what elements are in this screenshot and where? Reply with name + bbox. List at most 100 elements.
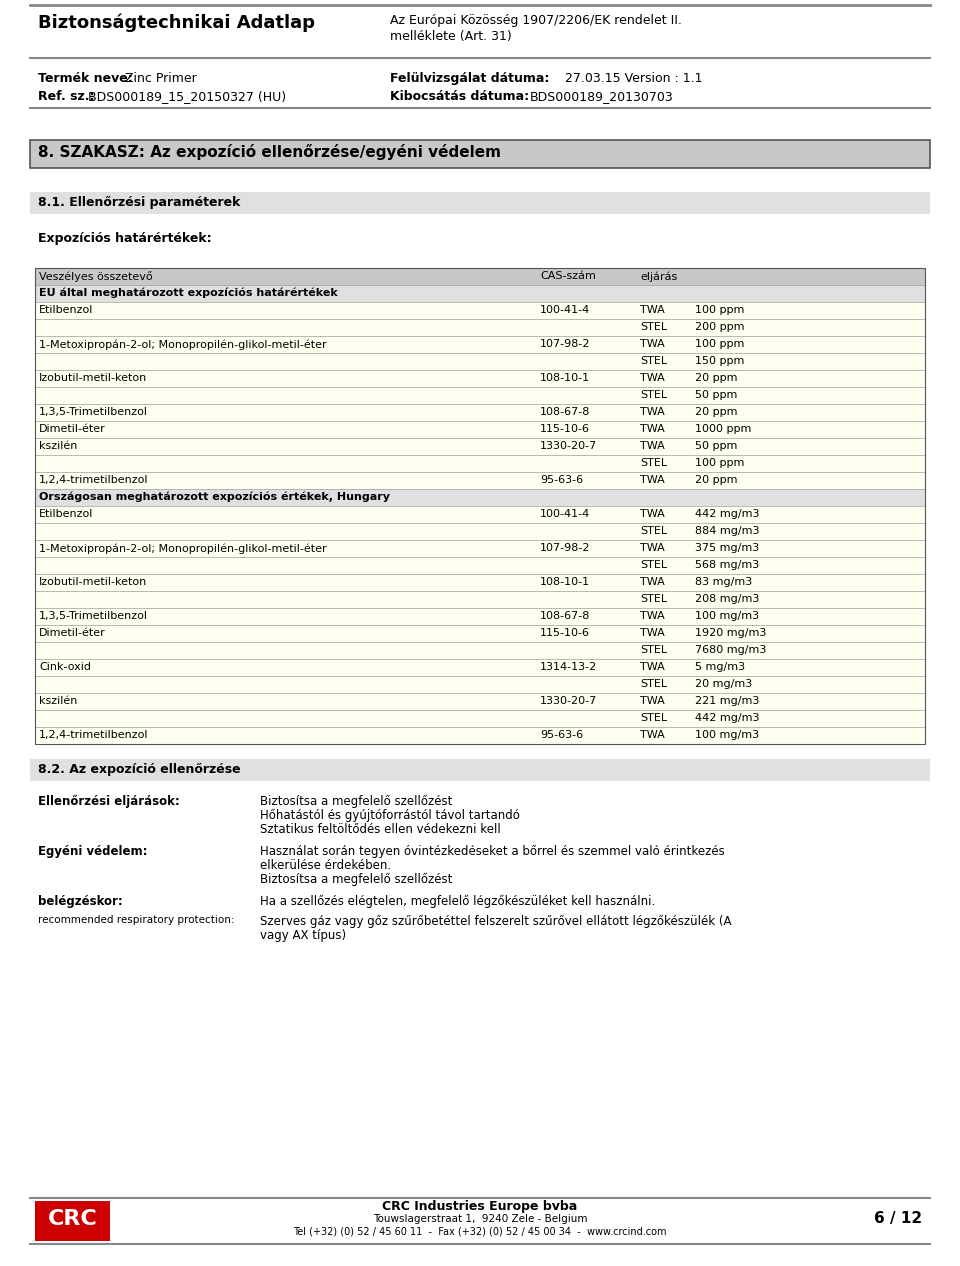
Bar (35, 710, 925, 727)
Text: 20 mg/m3: 20 mg/m3 (695, 679, 753, 689)
Bar (35, 319, 925, 335)
Text: Veszélyes összetevő: Veszélyes összetevő (39, 271, 153, 282)
Text: 8. SZAKASZ: Az expozíció ellenőrzése/egyéni védelem: 8. SZAKASZ: Az expozíció ellenőrzése/egy… (38, 144, 501, 160)
Bar (35, 472, 925, 489)
Text: 100 mg/m3: 100 mg/m3 (695, 730, 759, 741)
Bar (35, 676, 925, 693)
Text: TWA: TWA (640, 424, 664, 434)
Text: 100-41-4: 100-41-4 (540, 305, 590, 315)
Text: eljárás: eljárás (640, 271, 677, 281)
Text: kszilén: kszilén (39, 441, 78, 451)
Text: CRC Industries Europe bvba: CRC Industries Europe bvba (382, 1200, 578, 1213)
Bar (35, 353, 925, 370)
Bar (35, 319, 925, 335)
Bar (35, 573, 925, 591)
Bar (35, 438, 925, 454)
Text: melléklete (Art. 31): melléklete (Art. 31) (390, 30, 512, 43)
Text: 568 mg/m3: 568 mg/m3 (695, 560, 759, 570)
Text: 884 mg/m3: 884 mg/m3 (695, 525, 759, 536)
Text: 108-67-8: 108-67-8 (540, 611, 590, 622)
Text: 8.2. Az expozíció ellenőrzése: 8.2. Az expozíció ellenőrzése (38, 763, 241, 776)
Text: Használat során tegyen óvintézkedéseket a bőrrel és szemmel való érintkezés: Használat során tegyen óvintézkedéseket … (260, 844, 725, 858)
Text: 7680 mg/m3: 7680 mg/m3 (695, 644, 766, 655)
Text: TWA: TWA (640, 628, 664, 638)
Bar (35, 523, 925, 541)
Bar (35, 541, 925, 557)
Text: recommended respiratory protection:: recommended respiratory protection: (38, 915, 234, 925)
Text: Etilbenzol: Etilbenzol (39, 305, 93, 315)
Text: Tel (+32) (0) 52 / 45 60 11  -  Fax (+32) (0) 52 / 45 00 34  -  www.crcind.com: Tel (+32) (0) 52 / 45 60 11 - Fax (+32) … (293, 1227, 667, 1237)
Bar (35, 642, 925, 660)
Text: Sztatikus feltöltődés ellen védekezni kell: Sztatikus feltöltődés ellen védekezni ke… (260, 823, 501, 836)
Text: TWA: TWA (640, 543, 664, 553)
Bar (35, 608, 925, 625)
Text: TWA: TWA (640, 305, 664, 315)
Bar (35, 573, 925, 591)
Bar (35, 370, 925, 387)
Text: 100 mg/m3: 100 mg/m3 (695, 611, 759, 622)
Text: Dimetil-éter: Dimetil-éter (39, 628, 106, 638)
Text: Izobutil-metil-keton: Izobutil-metil-keton (39, 577, 147, 587)
Text: Hőhatástól és gyújtóforrástól távol tartandó: Hőhatástól és gyújtóforrástól távol tart… (260, 809, 520, 822)
Bar (35, 285, 925, 303)
Bar (35, 710, 925, 727)
Bar (35, 591, 925, 608)
Bar (35, 422, 925, 438)
Text: 1,2,4-trimetilbenzol: 1,2,4-trimetilbenzol (39, 475, 149, 485)
Bar (35, 660, 925, 676)
Text: TWA: TWA (640, 441, 664, 451)
Text: 108-10-1: 108-10-1 (540, 577, 590, 587)
Text: CRC: CRC (48, 1209, 97, 1229)
Bar (35, 727, 925, 744)
Text: 1-Metoxipropán-2-ol; Monopropilén-glikol-metil-éter: 1-Metoxipropán-2-ol; Monopropilén-glikol… (39, 543, 326, 553)
Text: 115-10-6: 115-10-6 (540, 628, 590, 638)
Text: BDS000189_15_20150327 (HU): BDS000189_15_20150327 (HU) (88, 90, 286, 103)
Text: Biztonságtechnikai Adatlap: Biztonságtechnikai Adatlap (38, 14, 315, 33)
Bar (35, 387, 925, 404)
Text: 8.1. Ellenőrzési paraméterek: 8.1. Ellenőrzési paraméterek (38, 196, 240, 209)
Text: Termék neve:: Termék neve: (38, 72, 132, 85)
Bar (35, 489, 925, 506)
Text: 20 ppm: 20 ppm (695, 475, 737, 485)
Bar (35, 335, 925, 353)
Text: Ellenőrzési eljárások:: Ellenőrzési eljárások: (38, 795, 180, 808)
Bar (35, 608, 925, 625)
Text: 5 mg/m3: 5 mg/m3 (695, 662, 745, 672)
Text: 200 ppm: 200 ppm (695, 322, 745, 332)
Text: 100 ppm: 100 ppm (695, 339, 744, 349)
Bar (35, 693, 925, 710)
Text: TWA: TWA (640, 730, 664, 741)
Bar (35, 625, 925, 642)
Bar (35, 676, 925, 693)
Text: 1000 ppm: 1000 ppm (695, 424, 752, 434)
Text: Ref. sz.:: Ref. sz.: (38, 90, 94, 103)
Bar (30, 760, 930, 781)
Text: Egyéni védelem:: Egyéni védelem: (38, 844, 148, 858)
Text: 442 mg/m3: 442 mg/m3 (695, 713, 759, 723)
Text: 100-41-4: 100-41-4 (540, 509, 590, 519)
Bar (35, 727, 925, 744)
Text: STEL: STEL (640, 644, 667, 655)
Bar (35, 523, 925, 541)
Text: 375 mg/m3: 375 mg/m3 (695, 543, 759, 553)
Bar (30, 141, 930, 168)
Text: 108-10-1: 108-10-1 (540, 373, 590, 384)
Text: 1920 mg/m3: 1920 mg/m3 (695, 628, 766, 638)
Bar (35, 454, 925, 472)
Text: Az Európai Közösség 1907/2206/EK rendelet II.: Az Európai Közösség 1907/2206/EK rendele… (390, 14, 682, 27)
Text: 50 ppm: 50 ppm (695, 441, 737, 451)
Text: 20 ppm: 20 ppm (695, 406, 737, 417)
Bar (35, 404, 925, 422)
Text: kszilén: kszilén (39, 696, 78, 706)
Text: STEL: STEL (640, 594, 667, 604)
Text: TWA: TWA (640, 662, 664, 672)
Bar (35, 268, 925, 744)
Text: TWA: TWA (640, 611, 664, 622)
Text: 50 ppm: 50 ppm (695, 390, 737, 400)
Bar (35, 454, 925, 472)
Text: 107-98-2: 107-98-2 (540, 543, 590, 553)
Text: 1,3,5-Trimetilbenzol: 1,3,5-Trimetilbenzol (39, 611, 148, 622)
Bar (35, 625, 925, 642)
Text: BDS000189_20130703: BDS000189_20130703 (530, 90, 674, 103)
Text: Dimetil-éter: Dimetil-éter (39, 424, 106, 434)
